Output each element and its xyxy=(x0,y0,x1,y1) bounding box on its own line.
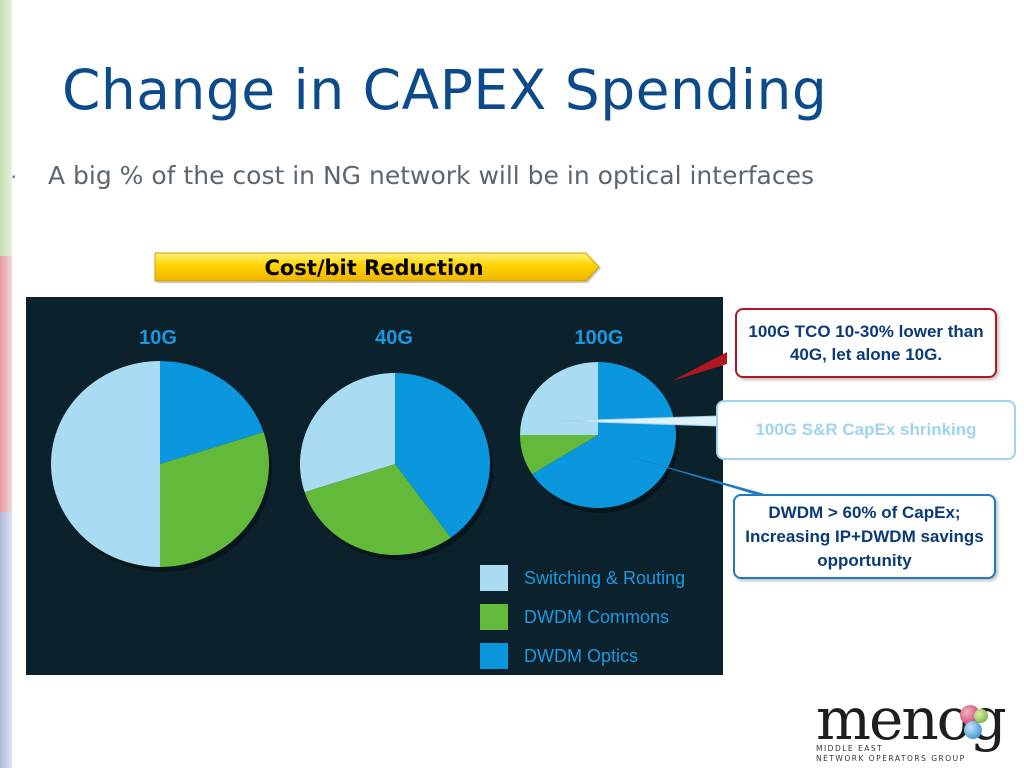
banner-label: Cost/bit Reduction xyxy=(264,256,484,280)
legend-label: DWDM Optics xyxy=(524,646,638,666)
side-bar-red xyxy=(0,256,12,512)
logo-subtitle-line2: NETWORK OPERATORS GROUP xyxy=(816,754,966,763)
side-bar-blue xyxy=(0,512,12,768)
pie-label-100g: 100G xyxy=(575,327,624,349)
pie-slice-dwdm-optics xyxy=(160,361,264,464)
sr-capex-pointer xyxy=(559,415,719,427)
pie-slice-dwdm-optics xyxy=(532,362,676,508)
bullet-marker: ▪ xyxy=(12,172,16,183)
pie-slice-dwdm-commons xyxy=(304,464,451,555)
legend-swatch xyxy=(480,565,508,591)
pie-slice-dwdm-commons xyxy=(520,435,598,475)
slide-title: Change in CAPEX Spending xyxy=(62,58,828,122)
legend-swatch xyxy=(480,643,508,669)
legend-swatch xyxy=(480,604,508,630)
pie-slice-switching-routing xyxy=(51,361,160,567)
banner-arrow-shape xyxy=(154,252,601,283)
logo-subtitle-line1: MIDDLE EAST xyxy=(816,744,884,753)
menog-logo: menog MIDDLE EAST NETWORK OPERATORS GROU… xyxy=(812,685,1024,768)
dwdm-callout: DWDM > 60% of CapEx; Increasing IP+DWDM … xyxy=(733,494,996,579)
side-bar-green xyxy=(0,0,12,256)
dwdm-pointer xyxy=(624,455,780,502)
capex-chart-panel: 10G 40G 100G Switching & Routing DWDM Comm… xyxy=(26,297,723,675)
logo-dot-green xyxy=(974,709,988,723)
pie-label-40g: 40G xyxy=(375,327,413,349)
pie-slice-dwdm-optics xyxy=(395,373,490,538)
bullet-text: A big % of the cost in NG network will b… xyxy=(48,161,815,190)
pie-charts: 10G 40G 100G xyxy=(51,327,679,572)
legend-label: Switching & Routing xyxy=(524,568,686,588)
tco-pointer xyxy=(672,352,727,381)
tco-callout: 100G TCO 10-30% lower than 40G, let alon… xyxy=(735,308,997,378)
pie-slice-dwdm-commons xyxy=(160,432,270,567)
legend-label: DWDM Commons xyxy=(524,607,670,627)
cost-bit-banner: Cost/bit Reduction xyxy=(154,252,604,285)
pie-slice-switching-routing xyxy=(300,373,395,493)
pie-label-10g: 10G xyxy=(139,327,177,349)
sr-capex-callout: 100G S&R CapEx shrinking xyxy=(716,400,1016,460)
pie-slice-switching-routing xyxy=(520,362,598,435)
logo-dot-blue xyxy=(964,721,982,739)
